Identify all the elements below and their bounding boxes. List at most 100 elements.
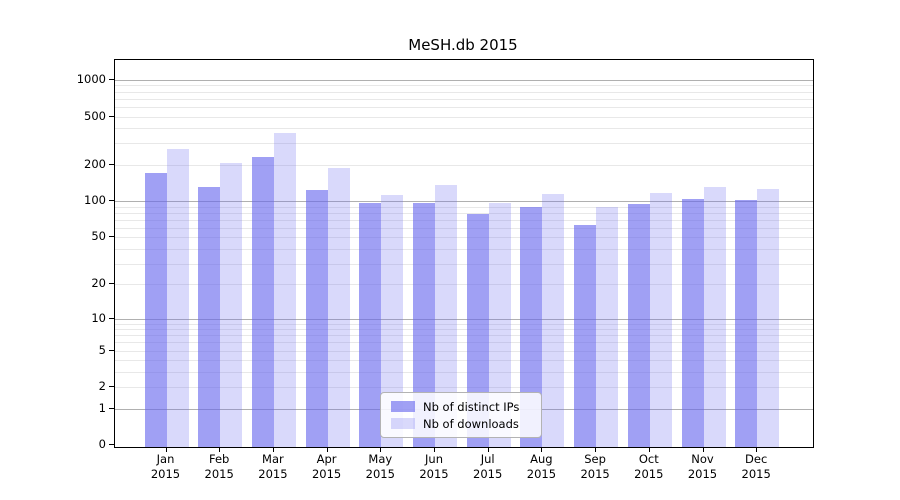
gridline-major-1000 (115, 79, 813, 81)
bar-downloads-jun (435, 184, 457, 447)
x-tick-mark-jan (165, 447, 167, 452)
bar-downloads-jan (166, 149, 189, 447)
bar-downloads-may (381, 194, 404, 447)
x-tick-mark-dec (756, 447, 758, 452)
gridline-minor-900 (115, 85, 813, 87)
y-tick-mark-200 (109, 163, 114, 165)
y-tick-label-100: 100 (84, 193, 106, 208)
y-tick-label-2: 2 (98, 379, 106, 394)
y-tick-label-20: 20 (91, 276, 106, 291)
x-tick-label-mar: Mar 2015 (258, 452, 288, 481)
gridline-minor-800 (115, 91, 813, 93)
y-tick-mark-20 (109, 283, 114, 285)
bar-distinct-ips-oct (627, 203, 650, 447)
y-tick-label-0: 0 (98, 437, 106, 452)
plot-area (114, 59, 814, 448)
x-tick-label-sep: Sep 2015 (580, 452, 610, 481)
x-tick-mark-jul (487, 447, 489, 452)
x-tick-label-apr: Apr 2015 (311, 452, 342, 481)
gridline-minor-500 (115, 116, 813, 118)
bar-distinct-ips-jul (466, 214, 489, 447)
gridline-minor-8 (115, 329, 813, 331)
gridline-minor-200 (115, 164, 813, 166)
y-tick-mark-50 (109, 236, 114, 238)
bar-downloads-feb (220, 162, 243, 447)
bar-downloads-aug (542, 193, 565, 447)
gridline-minor-90 (115, 206, 813, 208)
y-tick-label-500: 500 (84, 108, 106, 123)
gridline-minor-2 (115, 387, 813, 389)
gridline-minor-9 (115, 323, 813, 325)
y-tick-label-1000: 1000 (76, 71, 106, 86)
x-tick-mark-apr (326, 447, 328, 452)
gridline-minor-400 (115, 128, 813, 130)
y-tick-mark-2 (109, 386, 114, 388)
x-tick-mark-feb (219, 447, 221, 452)
gridline-minor-70 (115, 219, 813, 221)
y-tick-label-200: 200 (84, 156, 106, 171)
bar-downloads-sep (596, 206, 619, 447)
bar-downloads-jul (488, 202, 511, 447)
x-tick-label-jan: Jan 2015 (150, 452, 181, 481)
bar-distinct-ips-sep (574, 225, 597, 447)
x-tick-label-oct: Oct 2015 (634, 452, 664, 481)
x-tick-label-dec: Dec 2015 (741, 452, 771, 481)
x-tick-mark-aug (541, 447, 543, 452)
chart-title: MeSH.db 2015 (408, 36, 518, 54)
gridline-minor-700 (115, 98, 813, 100)
y-tick-mark-5 (109, 349, 114, 351)
y-tick-mark-1 (109, 407, 114, 409)
x-tick-mark-mar (272, 447, 274, 452)
gridline-minor-7 (115, 335, 813, 337)
gridline-minor-20 (115, 284, 813, 286)
gridline-minor-600 (115, 106, 813, 108)
bar-distinct-ips-aug (520, 206, 543, 447)
y-tick-mark-500 (109, 115, 114, 117)
y-tick-label-1: 1 (98, 400, 106, 415)
gridline-minor-60 (115, 227, 813, 229)
gridline-major-10 (115, 318, 813, 320)
x-tick-label-jun: Jun 2015 (419, 452, 449, 481)
y-tick-label-10: 10 (91, 310, 106, 325)
gridline-minor-40 (115, 248, 813, 250)
x-tick-label-aug: Aug 2015 (526, 452, 557, 481)
bar-distinct-ips-may (359, 202, 382, 447)
gridline-minor-4 (115, 360, 813, 362)
x-tick-mark-nov (702, 447, 704, 452)
gridline-minor-300 (115, 143, 813, 145)
gridline-minor-6 (115, 342, 813, 344)
x-tick-mark-sep (595, 447, 597, 452)
bar-downloads-mar (273, 132, 296, 447)
y-tick-mark-1000 (109, 78, 114, 80)
legend-item-distinct-ips: Nb of distinct IPs (387, 398, 533, 415)
legend-label-distinct-ips: Nb of distinct IPs (423, 399, 520, 414)
x-tick-mark-oct (648, 447, 650, 452)
y-tick-mark-100 (109, 200, 114, 202)
legend-swatch-distinct-ips (391, 401, 415, 412)
x-tick-mark-may (380, 447, 382, 452)
legend-item-downloads: Nb of downloads (387, 415, 533, 432)
gridline-minor-3 (115, 372, 813, 373)
y-tick-label-50: 50 (91, 229, 106, 244)
x-tick-label-jul: Jul 2015 (473, 452, 503, 481)
bar-distinct-ips-jun (413, 203, 435, 447)
bar-downloads-apr (327, 167, 350, 447)
x-tick-label-feb: Feb 2015 (204, 452, 234, 481)
bar-distinct-ips-apr (305, 190, 328, 447)
bar-downloads-nov (703, 186, 726, 447)
bar-distinct-ips-jan (144, 172, 167, 447)
y-tick-label-5: 5 (98, 342, 106, 357)
x-tick-label-may: May 2015 (365, 452, 395, 481)
x-tick-mark-jun (434, 447, 435, 452)
bar-distinct-ips-dec (735, 200, 758, 447)
gridline-minor-30 (115, 263, 813, 265)
bar-distinct-ips-feb (198, 186, 221, 447)
gridline-minor-5 (115, 350, 813, 352)
bar-downloads-oct (649, 193, 672, 447)
bar-distinct-ips-nov (681, 198, 704, 447)
bar-distinct-ips-mar (251, 157, 274, 447)
gridline-major-100 (115, 201, 813, 203)
y-tick-mark-0 (109, 444, 114, 446)
gridline-minor-50 (115, 237, 813, 239)
